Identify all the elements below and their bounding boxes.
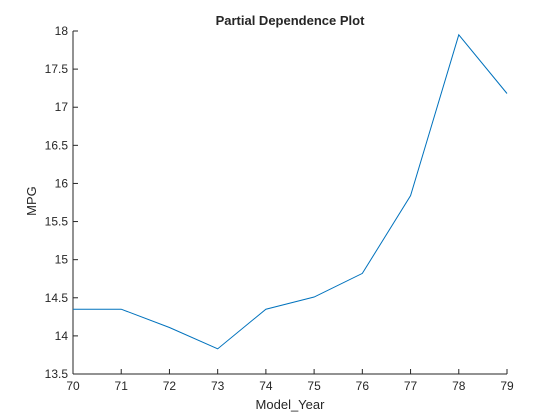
y-tick-label: 13.5: [45, 367, 69, 381]
y-tick-label: 14.5: [45, 291, 69, 305]
x-tick-label: 75: [307, 379, 321, 393]
y-tick-label: 16: [55, 176, 69, 190]
x-tick-label: 73: [211, 379, 225, 393]
x-tick-label: 77: [404, 379, 418, 393]
x-tick-label: 76: [356, 379, 370, 393]
y-tick-label: 17: [55, 100, 69, 114]
y-tick-label: 16.5: [45, 138, 69, 152]
y-tick-label: 15: [55, 253, 69, 267]
y-tick-label: 18: [55, 24, 69, 38]
x-tick-label: 70: [66, 379, 80, 393]
y-tick-label: 14: [55, 329, 69, 343]
x-tick-label: 71: [115, 379, 129, 393]
x-tick-label: 72: [163, 379, 177, 393]
y-tick-label: 15.5: [45, 215, 69, 229]
x-axis-label: Model_Year: [256, 397, 326, 412]
y-axis-label: MPG: [24, 186, 39, 216]
x-tick-label: 78: [452, 379, 466, 393]
plot-area: 70 71 72 73 74 75 76 77 78 79 13.5 14 14.5 15 15.5 16 16…: [45, 24, 514, 393]
series-line: [73, 33, 508, 350]
x-tick-label: 74: [259, 379, 273, 393]
y-tick-label: 17.5: [45, 62, 69, 76]
x-tick-label: 79: [500, 379, 514, 393]
chart-title: Partial Dependence Plot: [216, 13, 365, 28]
